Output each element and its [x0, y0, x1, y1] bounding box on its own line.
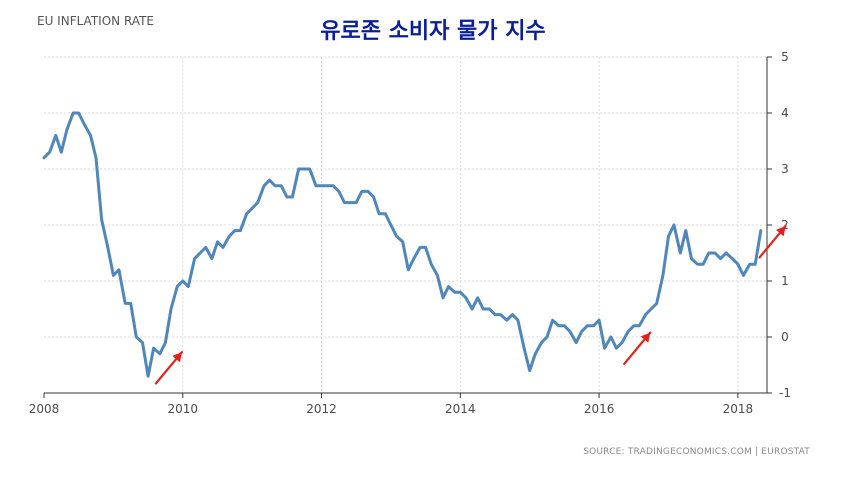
y-tick-label: 2 — [781, 218, 789, 232]
tick-labels: 5 4 3 2 1 0 -1 2008 2010 2012 2014 2016 2018 — [29, 50, 791, 416]
x-tick-label: 2010 — [167, 402, 198, 416]
red-arrow-icon — [623, 331, 652, 365]
y-tick-label: -1 — [779, 386, 791, 400]
y-tick-label: 4 — [781, 106, 789, 120]
x-tick-label: 2016 — [584, 402, 615, 416]
source-note: SOURCE: TRADINGECONOMICS.COM | EUROSTAT — [583, 447, 810, 457]
y-tick-label: 0 — [781, 330, 789, 344]
annotations — [154, 225, 787, 385]
chart-title: EU INFLATION RATE — [37, 14, 154, 28]
chart-subtitle: 유로존 소비자 물가 지수 — [320, 18, 545, 44]
red-arrow-icon — [154, 351, 183, 385]
gridlines — [44, 56, 767, 393]
x-tick-label: 2008 — [29, 402, 60, 416]
inflation-series-line — [42, 111, 763, 378]
x-tick-label: 2014 — [445, 402, 476, 416]
axes — [43, 56, 772, 398]
series — [42, 111, 763, 378]
y-tick-label: 3 — [781, 162, 789, 176]
red-arrow-icon — [758, 225, 787, 259]
x-tick-label: 2012 — [306, 402, 337, 416]
y-tick-label: 1 — [781, 274, 789, 288]
x-tick-label: 2018 — [723, 402, 754, 416]
y-tick-label: 5 — [781, 50, 789, 64]
